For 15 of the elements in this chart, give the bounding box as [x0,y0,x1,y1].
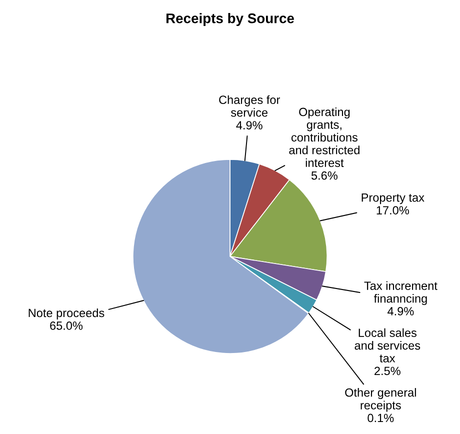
slice-label: Property tax [362,194,424,204]
slice-label: Other general receipts [345,388,416,412]
data-label: 65.0% [50,322,83,330]
slice-label: Local sales and services tax [354,328,420,362]
slice-label: Note proceeds [28,308,104,320]
slice-label: Operating grants, contributions and restricted interest [289,107,360,168]
data-label: 4.9% [388,307,414,316]
slice-label: Charges for service [219,95,280,117]
slice-label: Tax increment finanncing [364,281,438,306]
data-label: 17.0% [376,206,409,214]
data-label: 5.6% [311,171,338,180]
chart-title: Receipts by Source [166,13,294,26]
data-label: 0.1% [368,414,394,422]
data-label: 2.5% [374,366,400,376]
data-label: 4.9% [236,121,262,130]
